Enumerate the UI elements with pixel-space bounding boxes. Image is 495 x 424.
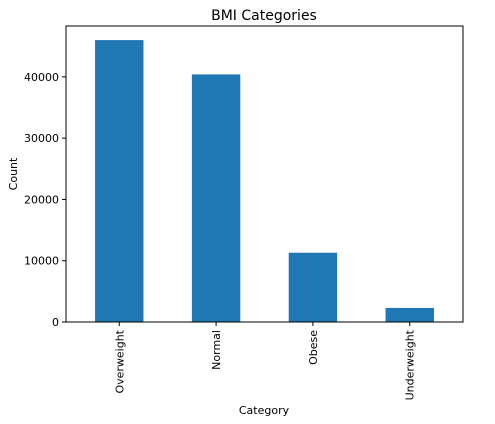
x-tick-label: Underweight — [404, 329, 417, 400]
bar-overweight — [95, 40, 144, 322]
bars-group — [95, 40, 434, 322]
bar-underweight — [385, 307, 434, 322]
x-ticks-group: Overweight Normal Obese Underweight — [113, 322, 417, 400]
y-tick-label: 30000 — [24, 132, 59, 145]
y-tick-label: 0 — [52, 316, 59, 329]
x-axis-label: Category — [239, 404, 290, 417]
y-tick-label: 20000 — [24, 193, 59, 206]
plot-frame — [65, 25, 464, 323]
y-axis-label: Count — [7, 157, 20, 190]
x-tick-label: Normal — [210, 330, 223, 370]
x-tick-label: Obese — [307, 330, 320, 365]
y-tick-label: 40000 — [24, 71, 59, 84]
bar-normal — [191, 74, 241, 322]
y-ticks-group: 0 10000 20000 30000 40000 — [24, 71, 66, 329]
chart-title: BMI Categories — [211, 8, 317, 24]
x-tick-label: Overweight — [113, 329, 126, 393]
bar-obese — [288, 252, 338, 322]
y-tick-label: 10000 — [24, 255, 59, 268]
